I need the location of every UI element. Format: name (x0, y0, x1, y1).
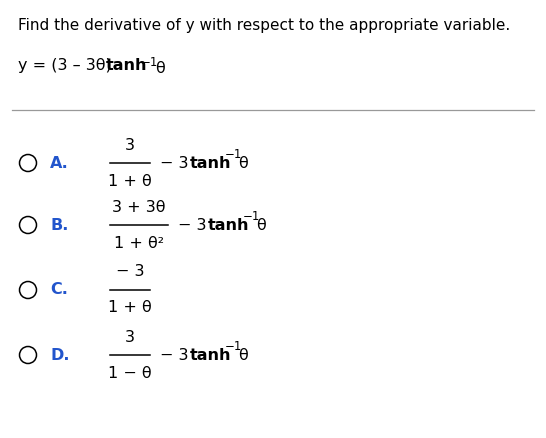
Text: − 3: − 3 (160, 155, 194, 170)
Text: − 3: − 3 (116, 265, 144, 279)
Text: − 3: − 3 (178, 218, 212, 233)
Text: 3: 3 (125, 138, 135, 152)
Text: θ: θ (256, 219, 266, 233)
Text: −1: −1 (225, 340, 242, 353)
Text: −1: −1 (141, 56, 158, 69)
Text: tanh: tanh (190, 347, 232, 363)
Text: − 3: − 3 (160, 347, 194, 363)
Text: −1: −1 (225, 148, 242, 162)
Text: tanh: tanh (106, 58, 147, 73)
Text: θ: θ (155, 61, 165, 76)
Text: B.: B. (50, 218, 68, 233)
Text: 1 + θ²: 1 + θ² (114, 236, 164, 251)
Text: θ: θ (238, 349, 248, 364)
Text: 1 + θ: 1 + θ (108, 173, 152, 188)
Text: 1 − θ: 1 − θ (108, 365, 152, 381)
Text: −1: −1 (243, 211, 260, 223)
Text: 3 + 3θ: 3 + 3θ (112, 199, 166, 215)
Text: 3: 3 (125, 329, 135, 345)
Text: Find the derivative of y with respect to the appropriate variable.: Find the derivative of y with respect to… (18, 18, 511, 33)
Text: y = (3 – 3θ): y = (3 – 3θ) (18, 58, 117, 73)
Text: θ: θ (238, 156, 248, 172)
Text: C.: C. (50, 283, 68, 297)
Text: A.: A. (50, 155, 69, 170)
Text: 1 + θ: 1 + θ (108, 300, 152, 315)
Text: tanh: tanh (208, 218, 250, 233)
Text: tanh: tanh (190, 155, 232, 170)
Text: D.: D. (50, 347, 69, 363)
